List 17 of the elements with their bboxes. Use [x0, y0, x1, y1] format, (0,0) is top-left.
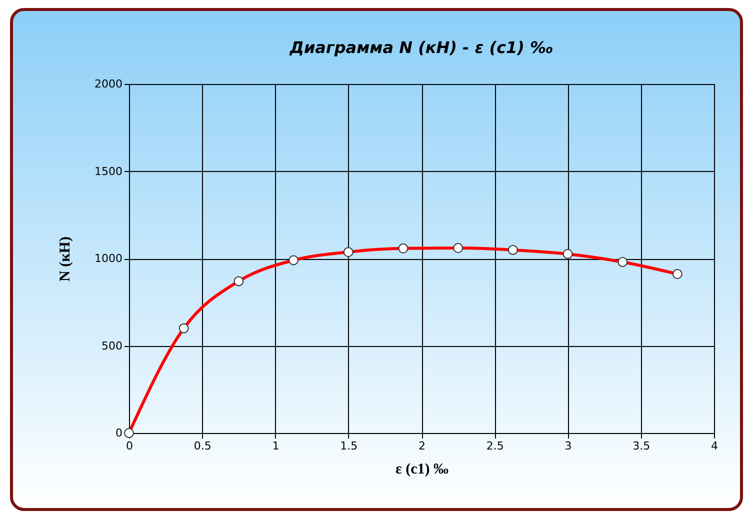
y-tick-label: 1500	[94, 164, 122, 178]
x-tick-label: 3.5	[632, 440, 650, 452]
y-tick-label: 500	[102, 339, 122, 352]
y-axis-title: N (кН)	[58, 236, 74, 282]
x-tick-label: 3	[564, 440, 572, 452]
y-tick-label: 0	[116, 426, 122, 440]
x-tick-label: 1.5	[340, 440, 358, 452]
x-tick-label: 0.5	[194, 440, 212, 452]
x-tick-label: 2	[418, 440, 426, 452]
chart-title: Диаграмма N (кН) - ε (c1) ‰	[288, 38, 554, 57]
x-tick-label: 0	[126, 440, 133, 452]
x-axis-title: ε (c1) ‰	[395, 462, 449, 478]
y-tick-label: 2000	[94, 78, 122, 90]
x-tick-label: 1	[272, 440, 280, 452]
x-tick-label: 4	[711, 440, 718, 452]
y-tick-label: 1000	[94, 252, 122, 265]
x-tick-label: 2.5	[486, 440, 504, 452]
